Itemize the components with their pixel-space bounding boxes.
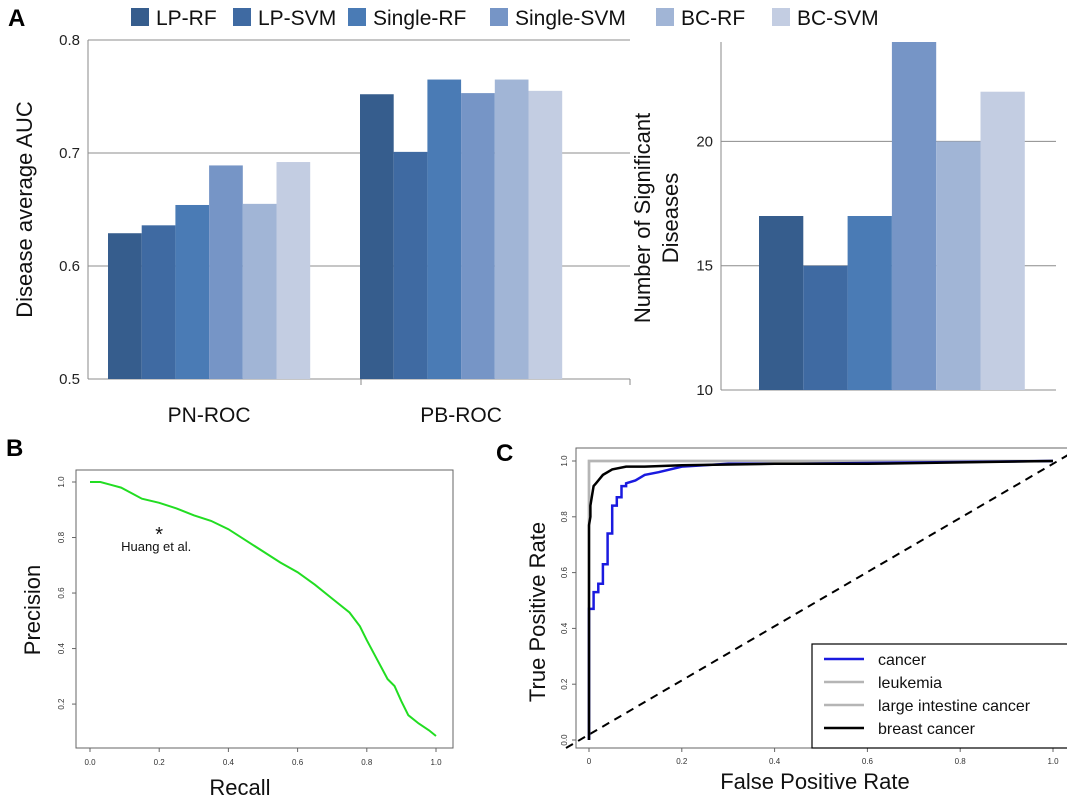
- roc-legend-label: breast cancer: [878, 721, 976, 738]
- roc-legend-box: [811, 643, 1067, 749]
- bar: [276, 162, 311, 379]
- y-tick-label: 0.8: [57, 531, 66, 543]
- bar: [803, 265, 848, 390]
- y-tick-label: 20: [696, 133, 713, 150]
- x-tick-label: 0: [587, 757, 592, 766]
- x-tick-label: 0.0: [84, 758, 96, 767]
- annotation-marker: *: [155, 524, 163, 546]
- legend-swatch: [131, 8, 149, 26]
- legend-label: LP-SVM: [258, 7, 336, 30]
- y-tick-label: 0.8: [59, 32, 80, 49]
- x-tick-label: 0.6: [862, 757, 874, 766]
- bar: [847, 216, 892, 390]
- y-axis-title: True Positive Rate: [525, 522, 550, 702]
- bar: [759, 216, 804, 390]
- roc-legend-label: cancer: [878, 652, 927, 669]
- x-tick-label: 0.2: [154, 758, 166, 767]
- pr-curve: [90, 481, 437, 737]
- x-tick-label: 1.0: [1047, 757, 1059, 766]
- panel-label-c: C: [496, 440, 513, 467]
- y-axis-title-line: Number of Significant: [630, 113, 655, 323]
- bar: [494, 79, 529, 380]
- legend-swatch: [233, 8, 251, 26]
- roc-curve: [587, 459, 1054, 740]
- x-category-label: PB-ROC: [420, 404, 502, 427]
- chart-significant-count: 10 15 20 Number of Significant Diseases: [630, 42, 1056, 399]
- y-axis-title: Number of Significant Diseases: [630, 113, 683, 323]
- x-tick-label: 0.8: [361, 758, 373, 767]
- legend-swatch: [772, 8, 790, 26]
- bar: [427, 79, 462, 380]
- bar: [528, 90, 563, 379]
- legend-label: LP-RF: [156, 7, 217, 30]
- y-tick-label: 15: [696, 258, 713, 275]
- panel-label-a: A: [8, 5, 25, 32]
- y-tick-label: 1.0: [560, 455, 569, 467]
- bar: [980, 91, 1025, 390]
- panel-label-b: B: [6, 435, 23, 462]
- y-axis-title-line: Diseases: [658, 173, 683, 263]
- y-axis-title: Disease average AUC: [12, 101, 37, 318]
- roc-legend-label: leukemia: [878, 675, 942, 692]
- x-tick-label: 0.6: [292, 758, 304, 767]
- y-tick-label: 0.0: [560, 734, 569, 746]
- annotation-label: Huang et al.: [121, 539, 191, 554]
- x-category-label: PN-ROC: [168, 404, 251, 427]
- legend-label: Single-SVM: [515, 7, 626, 30]
- bar: [360, 94, 394, 380]
- bar: [209, 165, 243, 379]
- bar: [461, 93, 495, 380]
- legend-label: Single-RF: [373, 7, 466, 30]
- legend-swatch: [490, 8, 508, 26]
- y-tick-label: 0.2: [57, 698, 66, 710]
- x-tick-label: 1.0: [430, 758, 442, 767]
- y-tick-label: 0.4: [57, 642, 66, 654]
- y-axis-title: Precision: [20, 565, 45, 655]
- roc-curve: [587, 459, 1054, 740]
- bar: [175, 204, 210, 379]
- x-tick-label: 0.2: [676, 757, 688, 766]
- legend-label: BC-SVM: [797, 7, 879, 30]
- y-tick-label: 0.7: [59, 145, 80, 162]
- x-axis-title: False Positive Rate: [720, 769, 910, 794]
- chart-precision-recall: 0.0 0.2 0.4 0.6 0.8 1.0 0.2 0.4 0.6 0.8 1.0 *Huang …: [20, 469, 454, 800]
- bar: [891, 42, 937, 390]
- y-tick-label: 0.8: [560, 511, 569, 523]
- y-tick-label: 0.6: [57, 587, 66, 599]
- y-tick-label: 0.6: [59, 258, 80, 275]
- y-tick-label: 0.5: [59, 371, 80, 388]
- roc-legend-label: large intestine cancer: [878, 698, 1031, 715]
- bar: [936, 141, 981, 390]
- y-tick-label: 1.0: [57, 476, 66, 488]
- legend-swatch: [656, 8, 674, 26]
- bar: [393, 151, 428, 379]
- legend-label: BC-RF: [681, 7, 745, 30]
- x-axis-title: Recall: [209, 775, 270, 800]
- bar: [108, 233, 142, 379]
- bar: [141, 225, 176, 379]
- y-tick-label: 0.6: [560, 566, 569, 578]
- chart-auc: 0.5 0.6 0.7 0.8 PN-ROC PB-ROC Disease average …: [12, 32, 631, 427]
- plot-frame: [75, 469, 454, 749]
- x-tick-label: 0.8: [955, 757, 967, 766]
- legend-swatch: [348, 8, 366, 26]
- bar: [242, 203, 277, 379]
- y-tick-label: 0.2: [560, 678, 569, 690]
- x-tick-label: 0.4: [769, 757, 781, 766]
- chart-roc: 0 0.2 0.4 0.6 0.8 1.0 0.0 0.2 0.4 0.6 0.8 1.0 cancer…: [525, 447, 1067, 794]
- x-tick-label: 0.4: [223, 758, 235, 767]
- y-tick-label: 0.4: [560, 622, 569, 634]
- y-tick-label: 10: [696, 382, 713, 399]
- legend-a: LP-RF LP-SVM Single-RF Single-SVM BC-RF BC-SV…: [131, 7, 879, 30]
